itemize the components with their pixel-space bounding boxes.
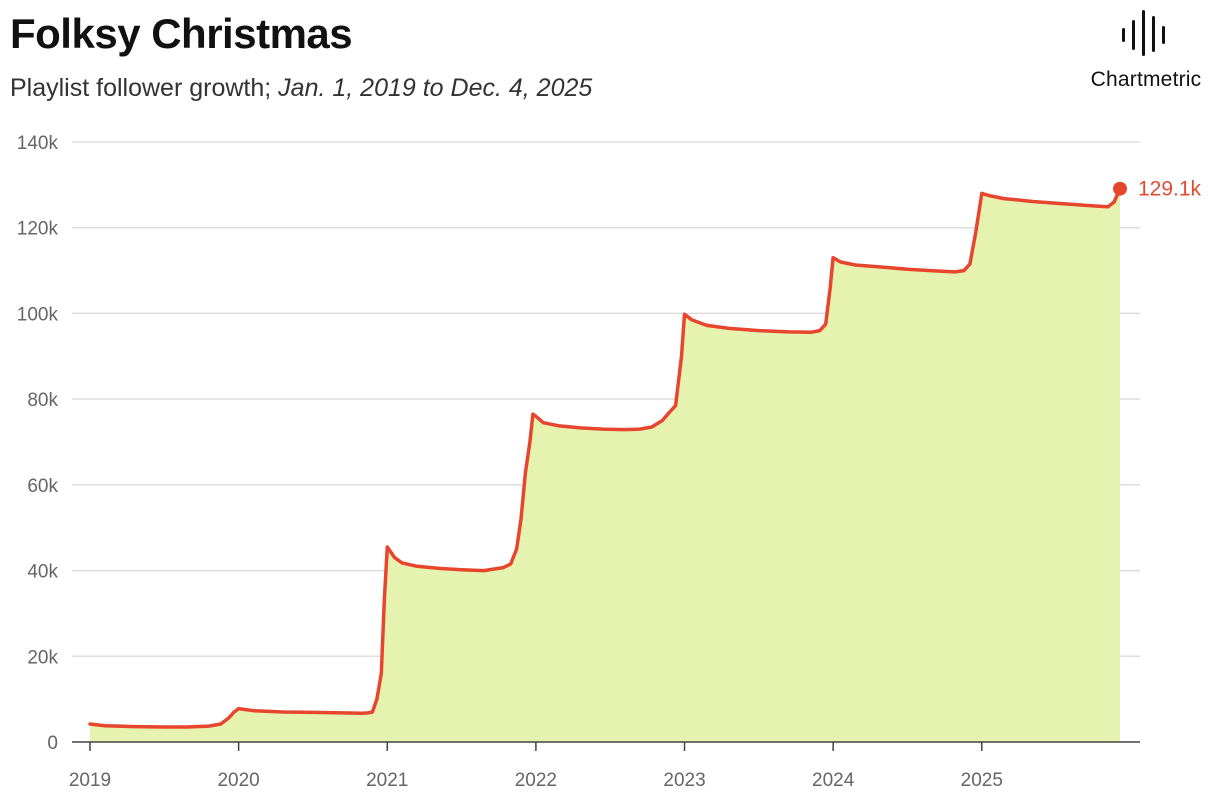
end-point-group: 129.1k	[1113, 178, 1202, 201]
x-tick-label: 2024	[812, 770, 855, 791]
x-tick-label: 2019	[69, 770, 111, 791]
chart-subtitle: Playlist follower growth; Jan. 1, 2019 t…	[10, 74, 592, 103]
y-tick-label: 140k	[17, 133, 59, 154]
y-tick-label: 100k	[17, 304, 59, 325]
series-line	[88, 186, 1122, 729]
x-ticks: 2019 2020 2021 2022 2023 2024 2025	[69, 742, 1003, 791]
y-tick-label: 120k	[17, 219, 59, 240]
subtitle-prefix: Playlist follower growth;	[10, 74, 272, 102]
x-tick-label: 2023	[663, 770, 705, 791]
y-tick-label: 80k	[27, 390, 58, 411]
chart-title: Folksy Christmas	[10, 10, 353, 57]
subtitle-date-range: Jan. 1, 2019 to Dec. 4, 2025	[278, 74, 593, 102]
logo-text: Chartmetric	[1090, 68, 1202, 91]
soundwave-bars-icon	[1122, 10, 1165, 56]
y-tick-label: 20k	[27, 647, 58, 668]
chartmetric-logo: Chartmetric	[1080, 8, 1212, 98]
y-tick-labels: 0 20k 40k 60k 80k 100k 120k 140k	[17, 133, 59, 754]
x-tick-label: 2021	[366, 770, 408, 791]
end-value-label: 129.1k	[1138, 178, 1202, 201]
end-point-marker	[1113, 181, 1127, 196]
y-tick-label: 0	[47, 733, 58, 754]
area-fill-group	[90, 188, 1120, 742]
x-tick-label: 2025	[961, 770, 1003, 791]
x-tick-label: 2020	[217, 770, 259, 791]
x-tick-label: 2022	[515, 770, 557, 791]
y-tick-label: 60k	[27, 476, 58, 497]
area-fill	[90, 188, 1120, 742]
line-group	[88, 186, 1122, 729]
y-tick-label: 40k	[27, 562, 58, 583]
